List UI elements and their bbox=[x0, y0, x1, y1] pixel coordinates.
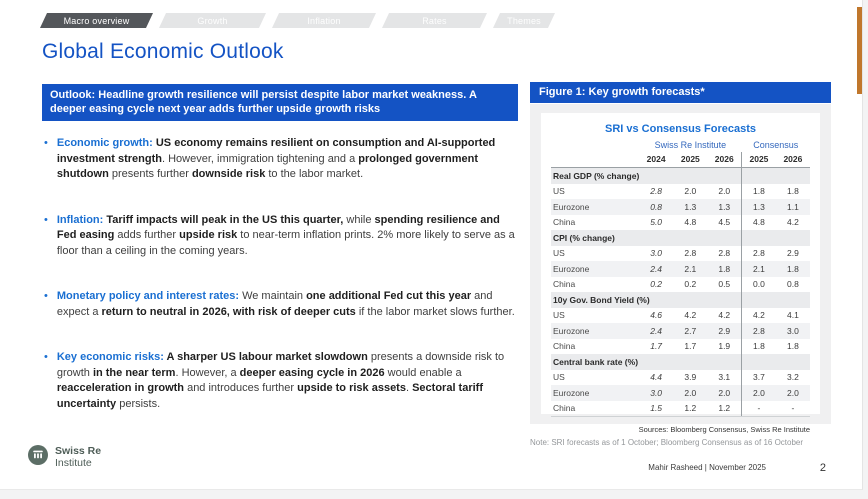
table-section-row: CPI (% change) bbox=[551, 230, 810, 246]
table-sources: Sources: Bloomberg Consensus, Swiss Re I… bbox=[638, 425, 810, 434]
year-header-spacer bbox=[551, 152, 640, 168]
section-label: 10y Gov. Bond Yield (%) bbox=[551, 292, 742, 308]
logo-secondary-text: Institute bbox=[55, 457, 92, 469]
bullet-marker: • bbox=[44, 213, 48, 226]
table-row: Eurozone 0.8 1.3 1.3 1.3 1.1 bbox=[551, 199, 810, 215]
logo-text: Swiss Re Institute bbox=[55, 445, 101, 470]
bullet-item: • Key economic risks: A sharper US labour… bbox=[42, 350, 518, 412]
group-header-consensus: Consensus bbox=[753, 140, 799, 150]
bullet-heading: Monetary policy and interest rates: bbox=[56, 290, 243, 302]
table-row: Eurozone 3.0 2.0 2.0 2.0 2.0 bbox=[551, 385, 810, 401]
bullet-heading: Economic growth: bbox=[56, 137, 156, 149]
table-row: Eurozone 2.4 2.7 2.9 2.8 3.0 bbox=[551, 323, 810, 339]
table-row: US 3.0 2.8 2.8 2.8 2.9 bbox=[551, 245, 810, 261]
year-header: 2025 bbox=[741, 152, 776, 168]
year-header: 2025 bbox=[673, 152, 708, 168]
year-header: 2026 bbox=[775, 152, 810, 168]
forecast-table: Swiss Re Institute Consensus 2024 2025 2… bbox=[551, 139, 810, 417]
section-tabs: Macro overview Growth Inflation Rates Themes bbox=[40, 13, 555, 28]
tab-inflation[interactable]: Inflation bbox=[272, 13, 376, 28]
bullet-text: Economic growth: US economy remains resi… bbox=[56, 137, 496, 180]
tab-label: Themes bbox=[507, 15, 541, 26]
table-group-header-row: Swiss Re Institute Consensus bbox=[551, 139, 810, 152]
section-label: Real GDP (% change) bbox=[551, 167, 742, 184]
table-row: US 4.4 3.9 3.1 3.7 3.2 bbox=[551, 369, 810, 385]
author-date: Mahir Rasheed | November 2025 bbox=[648, 463, 766, 472]
slide: Macro overview Growth Inflation Rates Themes… bbox=[0, 0, 863, 490]
tab-label: Rates bbox=[422, 15, 447, 26]
table-row: China 1.7 1.7 1.9 1.8 1.8 bbox=[551, 338, 810, 354]
bullet-text: Key economic risks: A sharper US labour … bbox=[56, 351, 505, 410]
bullet-marker: • bbox=[44, 137, 48, 149]
year-header: 2024 bbox=[639, 152, 674, 168]
table-row: US 2.8 2.0 2.0 1.8 1.8 bbox=[551, 183, 810, 199]
table-row: Eurozone 2.4 2.1 1.8 2.1 1.8 bbox=[551, 261, 810, 277]
table-row: China 0.2 0.2 0.5 0.0 0.8 bbox=[551, 276, 810, 292]
bullet-item: • Monetary policy and interest rates: We … bbox=[42, 289, 518, 320]
year-header: 2026 bbox=[707, 152, 742, 168]
table-row: China 1.5 1.2 1.2- - bbox=[551, 400, 810, 417]
footer: Swiss Re Institute Mahir Rasheed | Novem… bbox=[0, 441, 862, 489]
figure-header: Figure 1: Key growth forecasts* bbox=[530, 82, 831, 103]
temple-icon bbox=[28, 445, 48, 465]
table-section-row: Real GDP (% change) bbox=[551, 167, 810, 184]
bullet-text: Inflation: Tariff impacts will peak in t… bbox=[56, 213, 515, 257]
outlook-column: Outlook: Headline growth resilience will… bbox=[42, 84, 518, 442]
bullet-heading: Inflation: bbox=[56, 213, 107, 226]
tab-label: Inflation bbox=[307, 15, 341, 26]
tab-macro-overview[interactable]: Macro overview bbox=[40, 13, 153, 28]
bullet-marker: • bbox=[44, 351, 48, 363]
orange-accent-bar bbox=[857, 7, 862, 94]
tab-label: Macro overview bbox=[63, 15, 130, 26]
tab-growth[interactable]: Growth bbox=[159, 13, 266, 28]
section-label: Central bank rate (%) bbox=[551, 354, 742, 370]
bullet-text: Monetary policy and interest rates: We m… bbox=[56, 290, 515, 318]
bullet-list: • Economic growth: US economy remains res… bbox=[42, 136, 518, 412]
tab-rates[interactable]: Rates bbox=[382, 13, 487, 28]
bullet-item: • Inflation: Tariff impacts will peak in … bbox=[42, 213, 518, 260]
tab-label: Growth bbox=[197, 15, 228, 26]
bullet-marker: • bbox=[44, 290, 48, 302]
group-header-sri: Swiss Re Institute bbox=[654, 140, 727, 150]
table-row: US 4.6 4.2 4.2 4.2 4.1 bbox=[551, 307, 810, 323]
outlook-banner: Outlook: Headline growth resilience will… bbox=[42, 84, 518, 121]
table-title: SRI vs Consensus Forecasts bbox=[604, 123, 756, 135]
figure-column: Figure 1: Key growth forecasts* SRI vs C… bbox=[530, 82, 831, 447]
bullet-item: • Economic growth: US economy remains res… bbox=[42, 136, 518, 183]
table-section-row: Central bank rate (%) bbox=[551, 354, 810, 370]
bullet-heading: Key economic risks: bbox=[56, 351, 167, 363]
swiss-re-logo: Swiss Re Institute bbox=[28, 445, 101, 470]
table-row: China 5.0 4.8 4.5 4.8 4.2 bbox=[551, 214, 810, 230]
table-body: Real GDP (% change) US 2.8 2.0 2.0 1.8 1.8 Euro… bbox=[551, 167, 810, 417]
figure-panel: SRI vs Consensus Forecasts Swiss Re Inst… bbox=[530, 104, 831, 434]
page-number: 2 bbox=[819, 462, 826, 474]
figure-note: Note: SRI forecasts as of 1 October; Blo… bbox=[530, 438, 804, 447]
section-label: CPI (% change) bbox=[551, 230, 742, 246]
table-card: SRI vs Consensus Forecasts Swiss Re Inst… bbox=[541, 113, 820, 434]
table-section-row: 10y Gov. Bond Yield (%) bbox=[551, 292, 810, 308]
tab-themes[interactable]: Themes bbox=[493, 13, 555, 28]
logo-primary-text: Swiss Re bbox=[55, 445, 102, 457]
page-title: Global Economic Outlook bbox=[42, 40, 284, 63]
group-header-spacer bbox=[551, 139, 639, 152]
table-year-header-row: 2024 2025 2026 2025 2026 bbox=[551, 152, 810, 168]
